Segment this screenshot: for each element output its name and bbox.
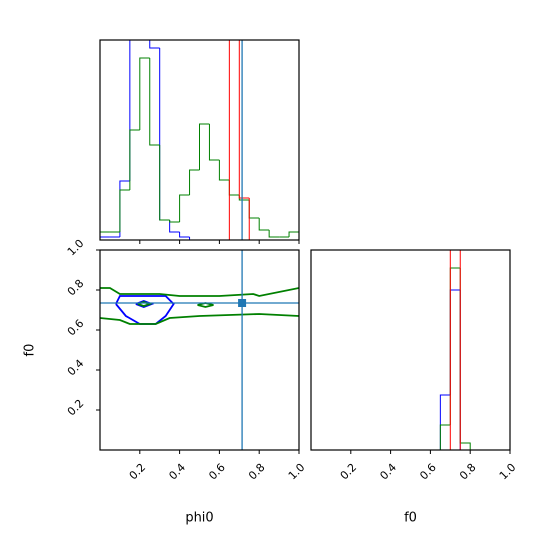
hist-step	[439, 394, 451, 450]
contour	[100, 313, 299, 325]
hist-step	[179, 232, 190, 238]
y-axis-label: f0	[23, 344, 38, 357]
hist-step	[238, 40, 250, 199]
plot-area	[100, 40, 299, 240]
plot-area	[439, 250, 471, 450]
hist-step	[119, 180, 130, 237]
hist-step	[129, 40, 131, 181]
axes-frame	[99, 39, 300, 241]
hist-step	[258, 218, 270, 231]
x-tick-label: 0.6	[417, 461, 439, 483]
x-tick-label: 1.0	[286, 461, 308, 483]
truth-marker	[238, 299, 247, 307]
hist-step	[439, 424, 451, 450]
hist-step	[268, 230, 280, 238]
x-tick-label: 0.2	[338, 461, 360, 483]
hist-step	[169, 220, 180, 233]
hist-step	[159, 48, 170, 221]
axes-frame	[99, 249, 300, 451]
x-tick-label: 0.8	[457, 461, 479, 483]
hist-step	[228, 180, 240, 196]
hist-step	[228, 40, 230, 240]
hist-step	[189, 169, 200, 195]
hist-step	[459, 250, 471, 450]
hist-step	[218, 160, 230, 181]
contour	[115, 295, 175, 325]
x-tick-label: 0.4	[166, 461, 188, 483]
hist-step	[449, 289, 461, 395]
hist-step	[459, 268, 471, 450]
y-tick-label: 1.0	[65, 237, 87, 259]
x-axis-label: phi0	[185, 511, 213, 526]
hist-step	[449, 267, 461, 425]
y-tick-label: 0.8	[65, 277, 87, 299]
hist-step	[159, 145, 170, 221]
x-tick-label: 0.2	[127, 461, 149, 483]
hist-step	[449, 250, 451, 450]
y-tick-label: 0.4	[65, 357, 87, 379]
hist-step	[100, 231, 110, 240]
x-tick-label: 0.8	[246, 461, 268, 483]
hist-step	[208, 124, 220, 161]
hist-step	[169, 220, 180, 223]
axes-frame	[310, 249, 511, 451]
contour	[100, 287, 299, 297]
hist-step	[179, 194, 190, 222]
hist-step	[248, 198, 260, 240]
y-tick-label: 0.6	[65, 317, 87, 339]
hist-step	[100, 236, 110, 240]
hist-step	[248, 200, 260, 219]
hist-step	[459, 290, 471, 450]
hist-step	[129, 129, 140, 190]
hist-step	[139, 57, 150, 130]
y-tick-label: 0.2	[65, 397, 87, 419]
hist-step	[149, 58, 160, 146]
x-tick-label: 0.4	[377, 461, 399, 483]
x-axis-label: f0	[404, 511, 417, 526]
hist-step	[149, 40, 160, 49]
hist-step	[199, 123, 210, 170]
hist-step	[288, 231, 299, 240]
hist-step	[189, 237, 200, 240]
hist-step	[119, 189, 130, 232]
x-tick-label: 0.6	[206, 461, 228, 483]
x-tick-label: 1.0	[497, 461, 519, 483]
contour	[197, 302, 214, 308]
plot-area	[100, 250, 299, 450]
